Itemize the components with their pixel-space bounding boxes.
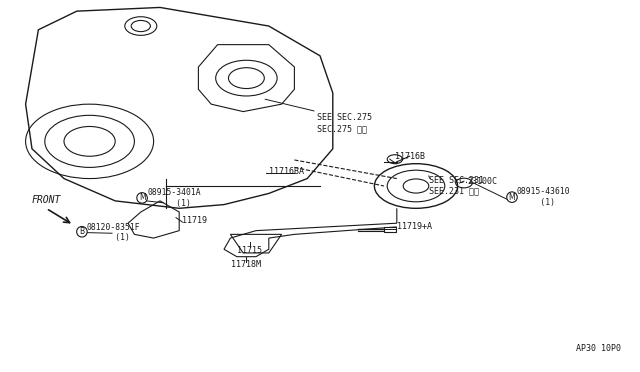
Text: AP30 10P0: AP30 10P0	[576, 344, 621, 353]
Text: B: B	[79, 227, 84, 236]
Text: SEE SEC.275
SEC.275 参照: SEE SEC.275 SEC.275 参照	[317, 113, 372, 133]
Text: 11715: 11715	[237, 246, 262, 255]
Text: FRONT: FRONT	[31, 195, 61, 205]
Text: 11719: 11719	[182, 216, 207, 225]
Text: 08120-8351F
      (1): 08120-8351F (1)	[86, 223, 140, 242]
Text: 23100C: 23100C	[467, 177, 497, 186]
Text: SEE SEC.231
SEE.231 参照: SEE SEC.231 SEE.231 参照	[429, 176, 484, 195]
Text: 11719+A: 11719+A	[397, 222, 432, 231]
Text: 08915-43610
     (1): 08915-43610 (1)	[516, 187, 570, 207]
Text: 08915-3401A
      (1): 08915-3401A (1)	[147, 188, 201, 208]
Text: M: M	[139, 193, 145, 202]
Text: M: M	[509, 193, 515, 202]
Text: 11718M: 11718M	[232, 260, 261, 269]
Bar	[384, 227, 396, 232]
Text: 11716BA: 11716BA	[269, 167, 304, 176]
Text: 11716B: 11716B	[395, 152, 425, 161]
